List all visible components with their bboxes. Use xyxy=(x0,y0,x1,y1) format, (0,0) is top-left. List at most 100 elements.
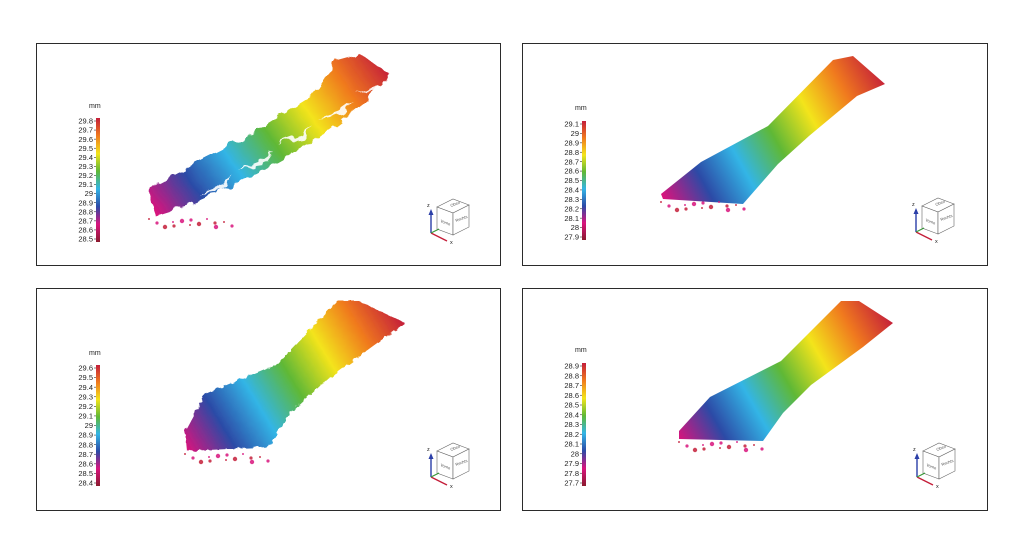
x-axis-arrow xyxy=(430,232,448,242)
scan-speckle xyxy=(742,207,746,211)
scan-speckle xyxy=(179,218,185,224)
scale-tick-label: 28.9 xyxy=(78,198,93,207)
scan-speckle xyxy=(242,453,244,455)
scan-speckle xyxy=(708,204,714,210)
scan-speckle xyxy=(223,221,225,223)
scale-tick-label: 28.7 xyxy=(78,450,93,459)
scan-speckle xyxy=(196,221,202,227)
scan-speckle xyxy=(206,218,208,220)
scan-speckle xyxy=(743,447,749,453)
scale-tick-label: 29.1 xyxy=(564,120,579,129)
scale-tick-label: 29.5 xyxy=(78,144,93,153)
scan-speckle xyxy=(249,456,253,460)
scale-tick-label: 28.4 xyxy=(78,479,93,488)
scale-tick-label: 28.6 xyxy=(78,459,93,468)
cube-right-face xyxy=(937,203,955,235)
scale-tick-label: 28.1 xyxy=(564,440,579,449)
scan-panel-1: mm 29.8 29.7 29.6 29.5 29.4 29.3 29.2 29.1 29 28.… xyxy=(36,43,501,266)
scan-speckle xyxy=(189,218,193,222)
orientation-cube: Oben Vorne Rechts z x xyxy=(913,442,956,490)
scan-speckle xyxy=(249,459,255,465)
scan-speckle xyxy=(208,459,212,463)
scale-tick-label: 28 xyxy=(571,449,579,458)
scale-tick-label: 28.5 xyxy=(78,235,93,244)
scan-speckle xyxy=(685,444,689,448)
scan-speckle xyxy=(725,204,729,208)
scan-panel-4: mm 28.9 28.8 28.7 28.6 28.5 28.4 28.3 28.2 28.1 2… xyxy=(522,288,988,511)
scale-tick-label: 28.8 xyxy=(78,440,93,449)
cube-face-label: Vorne xyxy=(440,218,452,227)
color-scale-legend: mm 29.629.529.429.329.229.12928.928.828.… xyxy=(78,350,100,488)
scan-speckle xyxy=(709,441,715,447)
color-scale-legend: mm 28.928.828.728.628.528.428.328.228.12… xyxy=(564,347,586,488)
scan-speckle xyxy=(684,207,688,211)
y-axis-arrow xyxy=(915,227,925,233)
scan-speckle xyxy=(225,453,229,457)
z-axis-arrowhead xyxy=(428,453,434,459)
scan-speckle xyxy=(726,444,732,450)
scale-tick-label: 29.2 xyxy=(78,171,93,180)
scan-speckle xyxy=(259,456,261,458)
cube-right-face xyxy=(452,204,470,236)
scan-speckle xyxy=(184,453,186,455)
scale-tick-label: 29.4 xyxy=(78,153,93,162)
x-axis-arrow xyxy=(915,231,933,241)
scale-tick-label: 28.7 xyxy=(78,216,93,225)
color-scale-legend: mm 29.829.729.629.529.429.329.229.12928.… xyxy=(78,103,100,244)
scale-tick-label: 29.8 xyxy=(78,117,93,126)
scan-speckle xyxy=(208,456,210,458)
scale-tick-label: 28.7 xyxy=(564,157,579,166)
scale-tick-label: 28.2 xyxy=(564,204,579,213)
x-axis-label: x xyxy=(935,239,938,245)
z-axis-label: z xyxy=(913,447,916,453)
scale-tick-label: 28.9 xyxy=(78,431,93,440)
scale-unit: mm xyxy=(89,350,101,357)
scan-speckle xyxy=(172,221,174,223)
scale-tick-label: 28.6 xyxy=(564,167,579,176)
y-axis-arrow xyxy=(430,228,440,234)
orientation-cube: Oben Vorne Rechts z x xyxy=(912,197,955,245)
scan-speckle xyxy=(172,224,176,228)
scan-gap xyxy=(357,76,393,94)
x-axis-label: x xyxy=(450,484,453,490)
z-axis-arrowhead xyxy=(914,453,920,459)
cube-face-label: Vorne xyxy=(925,217,937,226)
scale-tick-label: 28.9 xyxy=(564,362,579,371)
cube-face-label: Vorne xyxy=(440,462,452,471)
scale-tick-label: 29 xyxy=(85,421,93,430)
scan-speckle xyxy=(230,224,234,228)
y-axis-arrow xyxy=(430,472,440,478)
surface-shape xyxy=(679,301,893,441)
scan-speckle xyxy=(225,459,227,461)
cube-face-label: Oben xyxy=(936,444,947,452)
cube-right-face xyxy=(938,448,956,480)
scan-gap xyxy=(197,176,233,194)
scan-speckle xyxy=(667,204,671,208)
scan-speckle xyxy=(674,207,680,213)
surface-shape xyxy=(661,56,885,204)
panel-2-graphic: mm 29.12928.928.828.728.628.528.428.328.… xyxy=(564,56,955,245)
scan-speckle xyxy=(660,201,662,203)
scan-speckle xyxy=(189,224,191,226)
scan-speckle xyxy=(148,218,150,220)
cube-right-face xyxy=(452,448,470,480)
scale-tick-label: 29 xyxy=(85,189,93,198)
scale-tick-label: 28.4 xyxy=(564,410,579,419)
scale-tick-label: 28.3 xyxy=(564,420,579,429)
cube-face-label: Rechts xyxy=(455,458,468,467)
x-axis-arrow xyxy=(430,476,448,486)
orientation-cube: Oben Vorne Rechts z x xyxy=(427,442,470,490)
scale-tick-label: 28 xyxy=(571,223,579,232)
panel-1-graphic: mm 29.829.729.629.529.429.329.229.12928.… xyxy=(78,54,470,246)
scale-tick-label: 29.1 xyxy=(78,180,93,189)
cube-face-label: Vorne xyxy=(926,462,938,471)
cube-face-label: Oben xyxy=(935,199,946,207)
deviation-surface xyxy=(148,54,393,230)
scan-speckle xyxy=(213,224,219,230)
scale-tick-label: 27.8 xyxy=(564,469,579,478)
scale-bar xyxy=(582,363,586,486)
scan-speckle xyxy=(719,447,721,449)
scale-tick-label: 28.6 xyxy=(564,391,579,400)
scan-speckle xyxy=(215,453,221,459)
scan-speckle xyxy=(718,201,720,203)
